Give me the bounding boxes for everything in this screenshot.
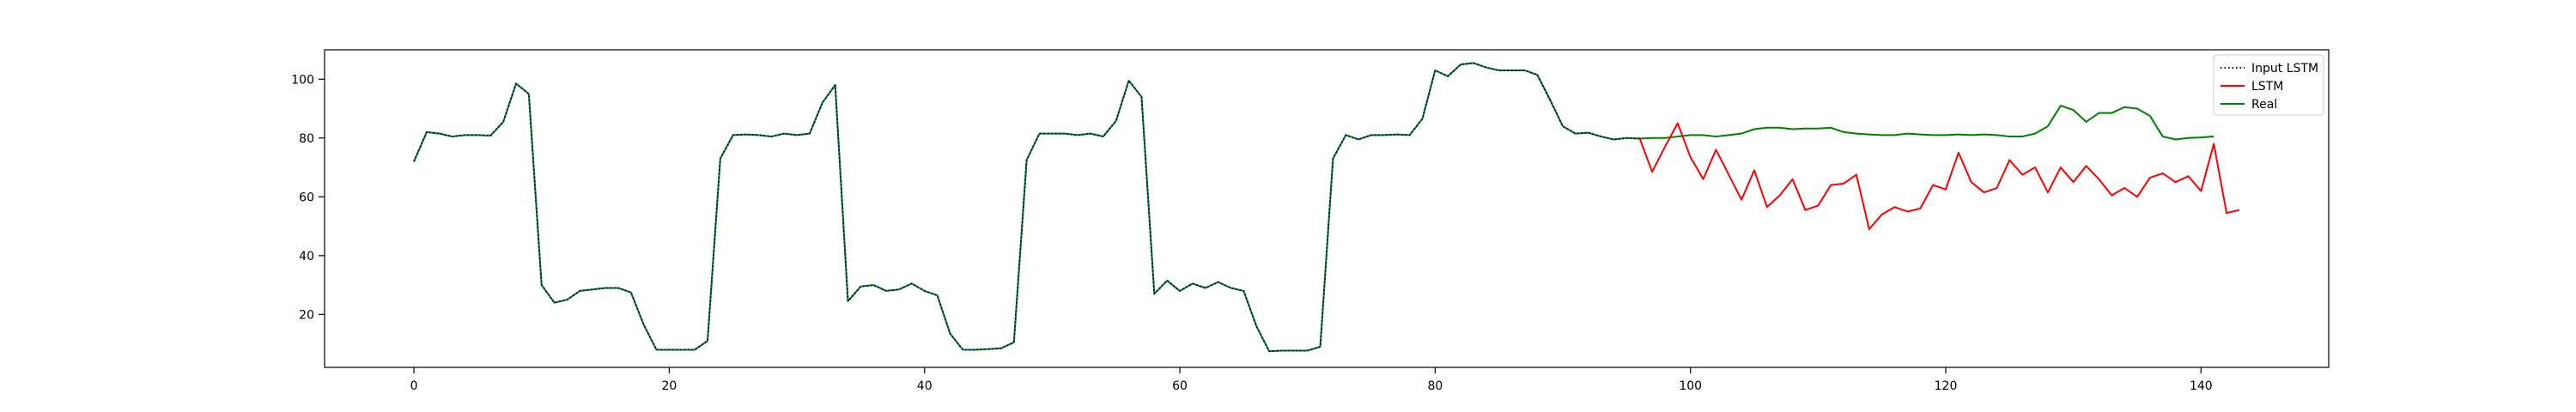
series-line-input-lstm: [413, 62, 1640, 353]
y-tick-label: 60: [299, 191, 314, 204]
legend-box: [2213, 54, 2324, 116]
y-tick-label: 100: [291, 73, 314, 87]
x-tick-label: 60: [1172, 379, 1188, 393]
legend-entry-label: LSTM: [2251, 80, 2283, 94]
series-line-lstm: [1638, 122, 2240, 230]
legend-entry-label: Real: [2251, 98, 2277, 112]
x-tick-label: 0: [410, 379, 418, 393]
y-tick-label: 20: [299, 308, 314, 322]
legend: Input LSTM LSTM Real: [2213, 54, 2324, 116]
y-tick-label: 40: [299, 250, 314, 264]
plot-frame: [324, 49, 2330, 368]
x-tick-label: 140: [2190, 379, 2213, 393]
legend-entry-label: Input LSTM: [2251, 62, 2318, 76]
axis-ticks: 0 20 40 60 80 100 120 140 20 40 60 80 100: [291, 73, 2212, 393]
series-layer: [413, 62, 2240, 353]
x-tick-label: 120: [1935, 379, 1958, 393]
x-tick-label: 80: [1427, 379, 1443, 393]
x-tick-label: 40: [917, 379, 933, 393]
x-tick-label: 20: [661, 379, 677, 393]
y-tick-label: 80: [299, 132, 314, 146]
x-tick-label: 100: [1679, 379, 1702, 393]
series-line-real: [413, 62, 2215, 353]
